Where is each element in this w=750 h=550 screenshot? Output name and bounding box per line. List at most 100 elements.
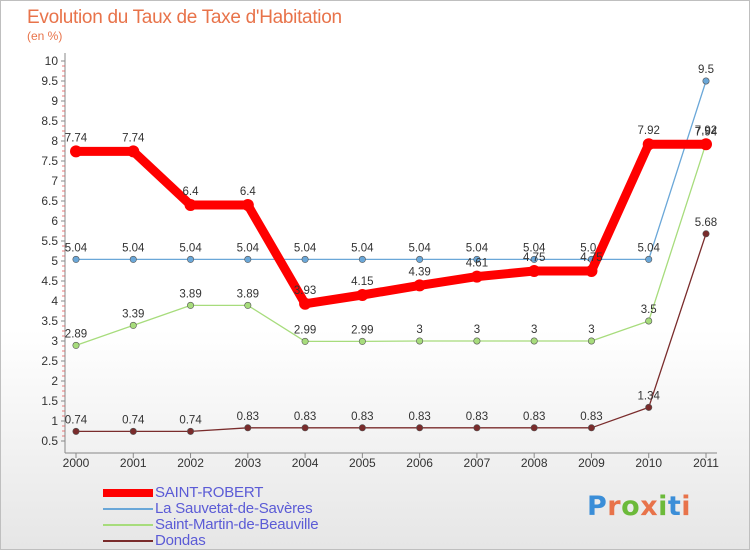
y-tick-label: 2	[51, 374, 58, 388]
data-point	[645, 403, 653, 411]
data-point	[530, 255, 538, 263]
data-point	[244, 301, 252, 309]
data-point	[702, 230, 710, 238]
data-label: 0.83	[523, 411, 545, 423]
data-label: 3	[416, 324, 422, 336]
x-tick-label: 2005	[349, 456, 376, 470]
data-point	[645, 317, 653, 325]
series-line	[75, 233, 707, 433]
data-label: 3.39	[122, 308, 144, 320]
data-point	[301, 255, 309, 263]
data-point	[299, 297, 312, 310]
y-tick-label: 7.5	[41, 154, 58, 168]
data-label: 0.74	[65, 414, 88, 426]
data-label: 4.39	[408, 266, 430, 278]
data-point	[473, 255, 481, 263]
data-label: 5.04	[179, 242, 202, 254]
data-label: 2.99	[294, 324, 316, 336]
y-tick-label: 0.5	[41, 434, 58, 448]
data-point	[645, 255, 653, 263]
data-label: 5.04	[122, 242, 145, 254]
data-label: 2.89	[65, 328, 87, 340]
legend-label: SAINT-ROBERT	[155, 484, 264, 501]
x-tick-label: 2001	[120, 456, 147, 470]
x-tick-label: 2002	[177, 456, 204, 470]
legend-label: La Sauvetat-de-Savères	[155, 500, 313, 517]
data-point	[244, 424, 252, 432]
data-label: 7.92	[638, 125, 660, 137]
data-label: 5.04	[466, 242, 489, 254]
data-point	[129, 427, 137, 435]
data-label: 0.83	[237, 411, 259, 423]
data-label: 4.75	[580, 252, 602, 264]
data-label: 0.83	[408, 411, 430, 423]
data-label: 3.89	[179, 288, 201, 300]
data-label: 7.94	[695, 126, 718, 138]
data-label: 3.5	[641, 304, 657, 316]
legend-item-saint-martin: Saint-Martin-de-Beauville	[103, 516, 319, 533]
data-point	[358, 337, 366, 345]
series-line	[71, 139, 711, 309]
legend-swatch	[103, 540, 153, 543]
data-point	[72, 341, 80, 349]
x-tick-label: 2011	[693, 456, 719, 470]
data-label: 0.83	[466, 411, 488, 423]
chart-subtitle: (en %)	[27, 29, 63, 43]
y-tick-label: 1.5	[41, 394, 58, 408]
data-label: 3	[474, 324, 480, 336]
data-point	[702, 77, 710, 85]
chart-title: Evolution du Taux de Taxe d'Habitation	[27, 7, 342, 28]
data-label: 3.93	[294, 285, 316, 297]
legend-swatch	[103, 508, 153, 511]
data-label: 0.83	[294, 411, 316, 423]
data-point	[416, 424, 424, 432]
data-point	[184, 199, 197, 211]
data-point	[356, 289, 369, 301]
data-point	[530, 337, 538, 345]
data-label: 3.89	[237, 288, 259, 300]
data-point	[129, 255, 137, 263]
data-point	[358, 424, 366, 432]
data-point	[416, 255, 424, 263]
data-point	[413, 279, 426, 292]
y-tick-label: 8	[51, 134, 58, 148]
data-label: 3	[531, 324, 537, 336]
y-tick-label: 3.5	[41, 314, 58, 328]
data-label: 0.74	[122, 414, 145, 426]
x-tick-label: 2010	[635, 456, 662, 470]
data-label: 9.5	[698, 64, 714, 76]
data-point	[72, 255, 80, 263]
data-label: 5.04	[351, 242, 374, 254]
x-tick-label: 2004	[292, 456, 319, 470]
y-tick-label: 6	[51, 214, 58, 228]
y-tick-label: 2.5	[41, 354, 58, 368]
y-tick-label: 8.5	[41, 114, 58, 128]
data-label: 2.99	[351, 324, 373, 336]
legend-item-saint-robert: SAINT-ROBERT	[103, 484, 263, 501]
data-point	[530, 424, 538, 432]
data-label: 6.4	[183, 186, 200, 198]
data-point	[70, 145, 82, 158]
data-point	[358, 255, 366, 263]
data-label: 7.74	[65, 132, 88, 144]
data-label: 5.04	[65, 242, 88, 254]
data-point	[642, 138, 655, 151]
data-point	[585, 265, 598, 277]
y-tick-label: 5.5	[41, 234, 58, 248]
data-label: 5.04	[523, 242, 546, 254]
legend-swatch	[103, 524, 153, 527]
x-tick-label: 2008	[521, 456, 548, 470]
x-tick-label: 2006	[406, 456, 433, 470]
data-point	[301, 337, 309, 345]
data-point	[700, 138, 712, 151]
data-point	[473, 424, 481, 432]
data-label: 5.04	[237, 242, 260, 254]
data-point	[127, 145, 140, 158]
data-point	[301, 424, 309, 432]
data-label: 5.04	[408, 242, 431, 254]
y-tick-label: 1	[51, 414, 58, 428]
data-label: 3	[588, 324, 594, 336]
data-point	[129, 321, 137, 329]
